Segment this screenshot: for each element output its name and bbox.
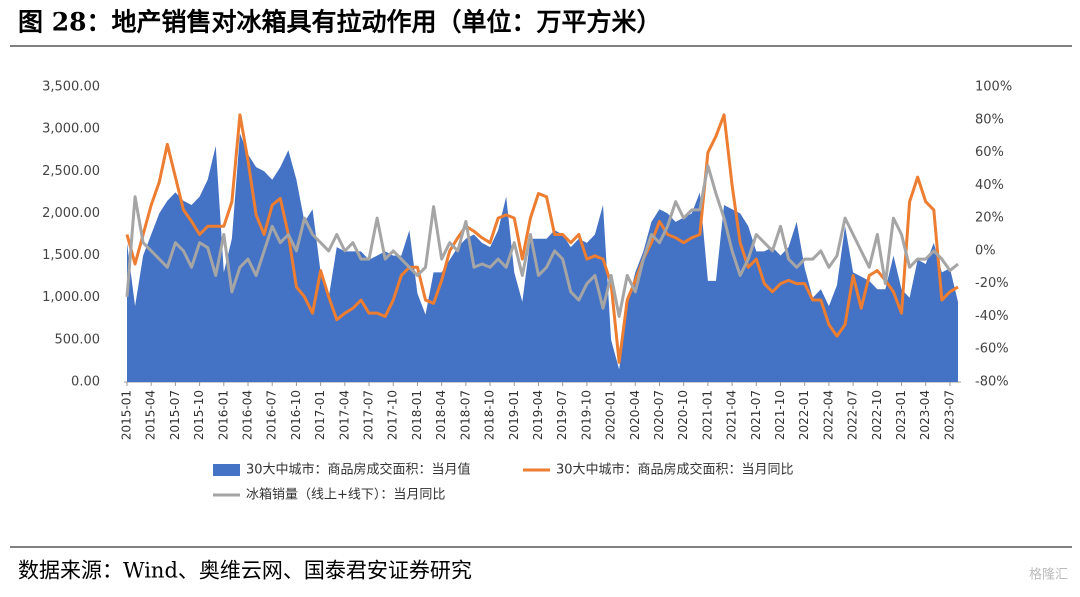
x-tick-label: 2015-04 (144, 390, 158, 440)
x-tick-label: 2021-10 (773, 390, 787, 440)
y2-tick-label: 80% (975, 112, 1004, 127)
y-tick-label: 1,500.00 (42, 248, 100, 263)
x-tick-label: 2015-10 (192, 390, 206, 440)
x-tick-label: 2020-01 (604, 390, 618, 440)
x-tick-label: 2015-01 (120, 390, 134, 440)
x-tick-label: 2017-07 (362, 390, 376, 440)
y2-tick-label: -60% (975, 342, 1009, 357)
y2-tick-label: 20% (975, 211, 1004, 226)
y-tick-label: 3,500.00 (42, 80, 100, 95)
x-tick-label: 2023-04 (918, 390, 932, 440)
x-tick-label: 2021-07 (749, 390, 763, 440)
y2-tick-label: 100% (975, 80, 1012, 95)
y-tick-label: 500.00 (55, 332, 101, 347)
x-tick-label: 2018-01 (410, 390, 424, 440)
y-tick-label: 0.00 (71, 375, 100, 390)
x-tick-label: 2019-04 (531, 390, 545, 440)
legend-label: 30大中城市：商品房成交面积：当月值 (246, 462, 471, 478)
x-tick-label: 2020-04 (628, 390, 642, 440)
x-tick-label: 2019-10 (579, 390, 593, 440)
y-tick-label: 2,500.00 (42, 164, 100, 179)
y2-tick-label: 0% (975, 243, 996, 258)
legend-label: 30大中城市：商品房成交面积：当月同比 (556, 462, 794, 478)
chart-title: 图 28：地产销售对冰箱具有拉动作用（单位：万平方米） (18, 8, 662, 37)
x-tick-label: 2016-01 (216, 390, 230, 440)
x-tick-label: 2016-10 (289, 390, 303, 440)
x-tick-label: 2022-04 (821, 390, 835, 440)
x-tick-label: 2016-04 (241, 390, 255, 440)
watermark: 格隆汇 (1029, 567, 1068, 583)
legend-label: 冰箱销量（线上+线下）：当月同比 (246, 487, 445, 503)
x-tick-label: 2016-07 (265, 390, 279, 440)
y-tick-label: 2,000.00 (42, 206, 100, 221)
x-tick-label: 2023-07 (942, 390, 956, 440)
x-tick-label: 2022-10 (870, 390, 884, 440)
x-tick-label: 2018-07 (458, 390, 472, 440)
x-tick-label: 2018-10 (483, 390, 497, 440)
line (125, 113, 959, 364)
x-tick-label: 2023-01 (894, 390, 908, 440)
y2-tick-label: 60% (975, 145, 1004, 160)
x-tick-label: 2017-04 (337, 390, 351, 440)
x-tick-label: 2021-01 (700, 390, 714, 440)
x-tick-label: 2019-07 (555, 390, 569, 440)
x-tick-label: 2017-10 (386, 390, 400, 440)
y2-tick-label: 40% (975, 178, 1004, 193)
x-tick-label: 2017-01 (313, 390, 327, 440)
y-tick-label: 1,000.00 (42, 290, 100, 305)
x-tick-label: 2020-07 (652, 390, 666, 440)
x-tick-label: 2020-10 (676, 390, 690, 440)
line (125, 164, 959, 318)
y2-tick-label: -40% (975, 309, 1009, 324)
x-tick-label: 2015-07 (168, 390, 182, 440)
y2-tick-label: -20% (975, 276, 1009, 291)
x-tick-label: 2022-01 (797, 390, 811, 440)
x-tick-label: 2019-01 (507, 390, 521, 440)
x-tick-label: 2022-07 (846, 390, 860, 440)
x-tick-label: 2018-04 (434, 390, 448, 440)
source: 数据来源：Wind、奥维云网、国泰君安证券研究 (18, 559, 472, 583)
legend-swatch (213, 464, 240, 476)
x-tick-label: 2021-04 (725, 390, 739, 440)
y-tick-label: 3,000.00 (42, 122, 100, 137)
y2-tick-label: -80% (975, 375, 1009, 390)
area (127, 133, 958, 382)
